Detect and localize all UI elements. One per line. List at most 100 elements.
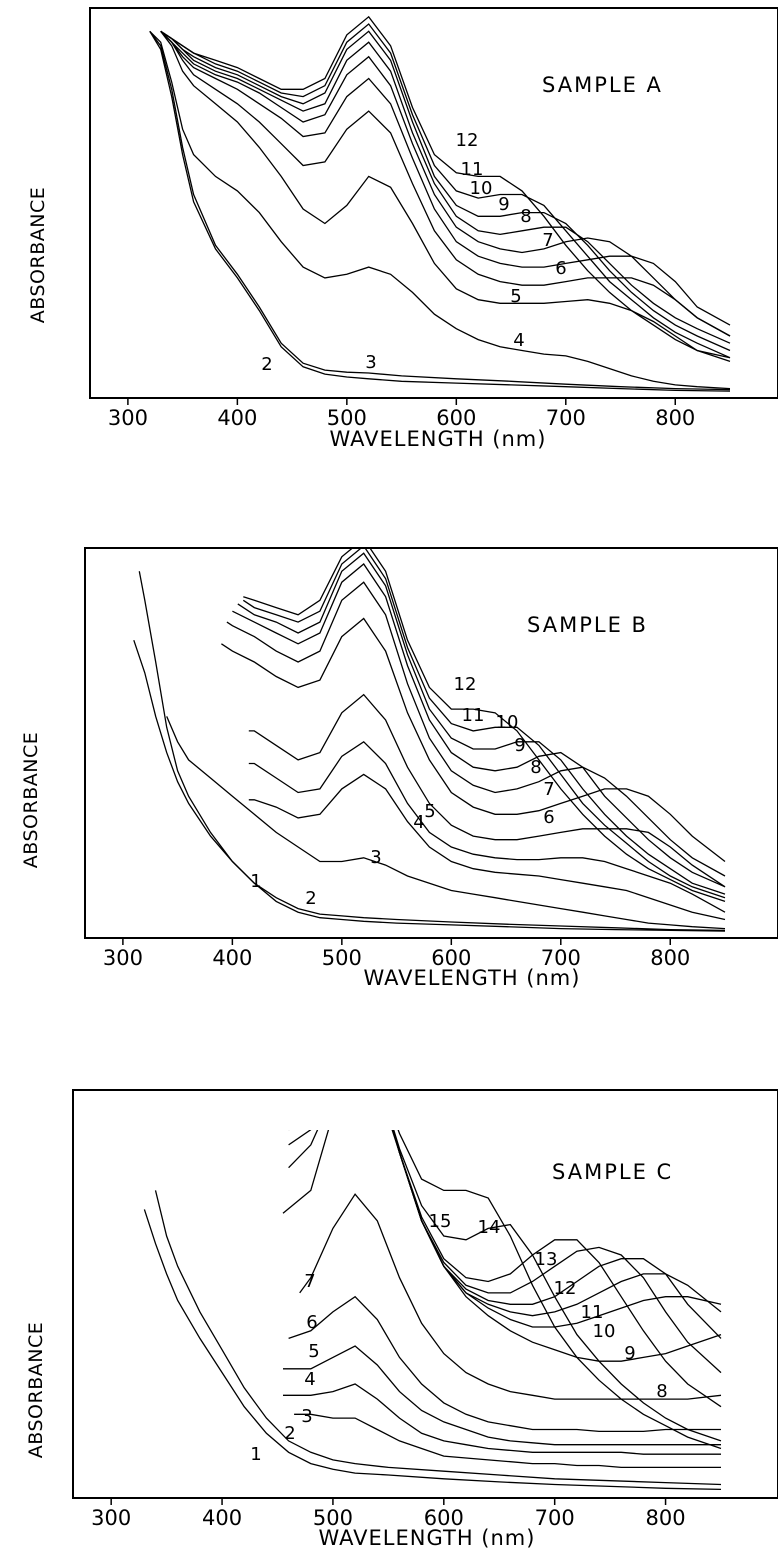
curve-label-2: 2 [284, 1423, 295, 1444]
curve-4 [248, 773, 726, 921]
x-axis-label: WAVELENGTH (nm) [330, 427, 547, 451]
curves [133, 548, 726, 932]
x-tick-label: 700 [535, 1506, 575, 1530]
curve-label-2: 2 [261, 354, 272, 375]
curve-3 [166, 716, 726, 930]
y-axis-label: ABSORBANCE [27, 187, 49, 323]
curve-9 [232, 563, 726, 888]
curve-8 [282, 1130, 722, 1362]
curve-1 [143, 1209, 722, 1491]
curve-label-8: 8 [520, 206, 531, 227]
x-tick-label: 600 [431, 946, 471, 970]
curve-4 [149, 30, 731, 390]
x-tick-label: 500 [322, 946, 362, 970]
x-tick-label: 300 [91, 1506, 131, 1530]
curve-label-8: 8 [656, 1381, 667, 1402]
curve-label-4: 4 [513, 330, 524, 351]
curve-label-7: 7 [542, 230, 553, 251]
curve-11 [160, 23, 731, 359]
curve-12 [392, 1130, 722, 1374]
curve-label-8: 8 [530, 757, 541, 778]
x-ticks: 300 400 500 600 700 800 [108, 398, 695, 430]
curve-label-12: 12 [454, 674, 477, 695]
curve-6 [288, 1295, 721, 1433]
x-axis-label: WAVELENGTH (nm) [364, 966, 581, 990]
curve-label-5: 5 [308, 1341, 319, 1362]
x-tick-label: 300 [108, 406, 148, 430]
curve-label-10: 10 [593, 1321, 616, 1342]
curve-label-5: 5 [424, 801, 435, 822]
curve-label-7: 7 [304, 1271, 315, 1292]
x-tick-label: 700 [541, 946, 581, 970]
sample-title: SAMPLE A [542, 73, 663, 97]
curve-9 [160, 30, 731, 344]
x-tick-label: 400 [212, 946, 252, 970]
curve-10 [237, 552, 726, 895]
sample-title: SAMPLE B [527, 613, 648, 637]
curve-10 [288, 1130, 722, 1317]
x-tick-label: 600 [436, 406, 476, 430]
curve-label-4: 4 [304, 1369, 315, 1390]
curve-label-1: 1 [250, 871, 261, 892]
curve-label-15: 15 [429, 1211, 452, 1232]
curve-7 [221, 617, 726, 863]
curve-10 [160, 30, 731, 352]
curve-15 [397, 1130, 722, 1450]
curve-12 [160, 15, 731, 363]
x-tick-label: 800 [646, 1506, 686, 1530]
curve-5 [283, 1345, 721, 1446]
curve-label-9: 9 [624, 1343, 635, 1364]
x-tick-label: 500 [313, 1506, 353, 1530]
curve-label-1: 1 [250, 1444, 261, 1465]
panel-sample-c: 300 400 500 600 700 800 SAMPLE C WAVELENGTH (… [25, 1089, 778, 1550]
curve-label-2: 2 [305, 888, 316, 909]
curve-11 [288, 1130, 722, 1339]
curve-14 [393, 1130, 722, 1442]
curve-4 [283, 1383, 721, 1455]
curves [149, 15, 731, 392]
curve-12 [243, 548, 726, 903]
curve-8 [160, 30, 731, 337]
curve-3 [149, 30, 731, 391]
curve-label-9: 9 [498, 194, 509, 215]
y-axis-label: ABSORBANCE [20, 732, 42, 868]
curve-11 [242, 548, 726, 899]
curve-label-10: 10 [496, 712, 519, 733]
curve-label-3: 3 [365, 352, 376, 373]
plot-frame [84, 547, 778, 939]
curve-6 [160, 30, 731, 337]
curve-9 [288, 1130, 722, 1328]
x-tick-label: 600 [424, 1506, 464, 1530]
x-tick-label: 400 [202, 1506, 242, 1530]
curve-13 [392, 1130, 722, 1408]
curve-label-3: 3 [370, 847, 381, 868]
x-tick-label: 300 [103, 946, 143, 970]
curves [143, 1130, 722, 1491]
x-tick-label: 400 [217, 406, 257, 430]
panel-sample-a: 300 400 500 600 700 800 SAMPLE A WAVELENGTH (… [27, 7, 778, 451]
curve-label-4: 4 [413, 812, 424, 833]
x-tick-label: 800 [655, 406, 695, 430]
curve-8 [226, 581, 726, 877]
panel-sample-b: 300 400 500 600 700 800 SAMPLE B WAVELENGTH (… [20, 547, 778, 990]
curve-label-5: 5 [510, 286, 521, 307]
curve-label-11: 11 [461, 159, 484, 180]
x-tick-label: 500 [327, 406, 367, 430]
curve-label-6: 6 [306, 1312, 317, 1333]
curve-6 [248, 693, 726, 888]
x-tick-label: 700 [546, 406, 586, 430]
curve-label-11: 11 [581, 1302, 604, 1323]
x-ticks: 300 400 500 600 700 800 [103, 938, 690, 970]
curve-7 [160, 30, 731, 326]
curve-label-7: 7 [543, 779, 554, 800]
curve-5 [160, 30, 731, 359]
curve-label-3: 3 [301, 1406, 312, 1427]
curve-2 [149, 30, 731, 392]
y-axis-label: ABSORBANCE [25, 1322, 47, 1458]
curve-label-12: 12 [456, 130, 479, 151]
x-tick-label: 800 [650, 946, 690, 970]
